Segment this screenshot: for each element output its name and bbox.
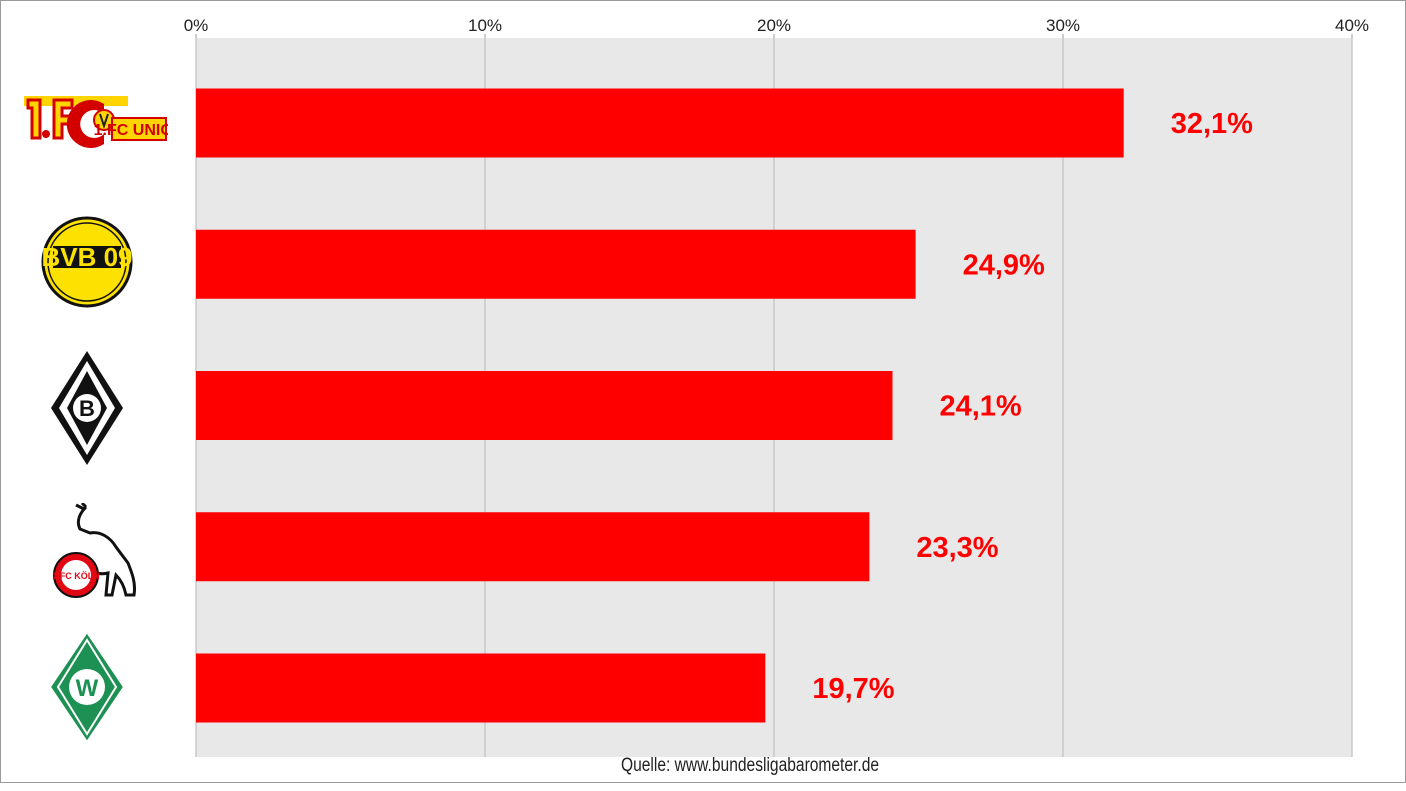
x-tick-label: 20% — [757, 16, 791, 35]
koeln-crest-icon: 1.FC KÖLN — [52, 503, 136, 598]
bar — [196, 371, 893, 440]
bars — [196, 88, 1124, 723]
x-tick-label: 40% — [1335, 16, 1369, 35]
gladbach-crest-icon: B — [51, 351, 123, 465]
werder-logo-text: W — [76, 675, 99, 702]
bar — [196, 88, 1124, 158]
x-tick-label: 10% — [468, 16, 502, 35]
source-caption: Quelle: www.bundesligabarometer.de — [620, 755, 880, 776]
bvb-logo-text: BVB 09 — [41, 242, 132, 272]
bar-value-label: 19,7% — [812, 673, 894, 705]
gladbach-logo-text: B — [79, 396, 95, 421]
werder-crest-icon: W — [48, 630, 126, 744]
bar — [196, 512, 870, 582]
union-berlin-crest-icon: 1.FC UNION — [24, 96, 168, 148]
x-tick-label: 0% — [184, 16, 209, 35]
bar-value-label: 23,3% — [916, 532, 998, 564]
bar-value-label: 24,9% — [963, 249, 1045, 281]
x-axis-ticks: 0% 10% 20% 30% 40% — [184, 16, 1369, 38]
value-labels: 32,1% 24,9% 24,1% 23,3% 19,7% — [812, 108, 1253, 705]
bvb-crest-icon: BVB 09 — [41, 216, 133, 308]
bar-value-label: 32,1% — [1171, 108, 1253, 140]
union-logo-text: 1.FC UNION — [94, 122, 168, 139]
bar — [196, 653, 766, 723]
bar-value-label: 24,1% — [939, 391, 1021, 423]
koeln-logo-text: 1.FC KÖLN — [52, 571, 100, 581]
x-tick-label: 30% — [1046, 16, 1080, 35]
bar — [196, 229, 916, 299]
